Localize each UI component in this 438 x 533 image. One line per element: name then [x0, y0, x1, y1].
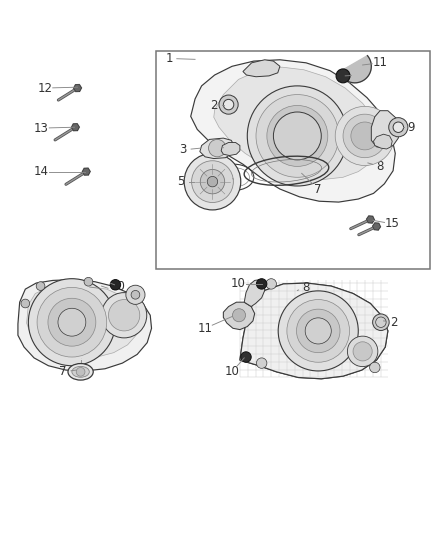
Polygon shape	[223, 302, 254, 329]
Polygon shape	[373, 223, 381, 230]
Circle shape	[256, 279, 267, 289]
Text: 14: 14	[34, 165, 49, 178]
Text: 2: 2	[390, 316, 398, 329]
Circle shape	[273, 112, 321, 160]
Circle shape	[370, 362, 380, 373]
Text: 15: 15	[385, 217, 399, 230]
Circle shape	[207, 176, 218, 187]
Circle shape	[241, 352, 251, 362]
Circle shape	[278, 116, 317, 156]
Circle shape	[37, 287, 107, 357]
Circle shape	[353, 342, 372, 361]
Circle shape	[200, 169, 225, 194]
Bar	[156, 51, 430, 269]
Circle shape	[256, 94, 339, 177]
Text: 9: 9	[408, 121, 415, 134]
Text: 8: 8	[78, 280, 85, 293]
Polygon shape	[374, 134, 392, 149]
Circle shape	[191, 161, 233, 203]
Circle shape	[48, 298, 96, 346]
Polygon shape	[240, 283, 388, 379]
Polygon shape	[71, 124, 79, 131]
Polygon shape	[74, 85, 81, 92]
Circle shape	[351, 122, 379, 150]
Text: 10: 10	[225, 365, 240, 378]
Polygon shape	[200, 138, 234, 158]
Text: 8: 8	[376, 160, 384, 173]
Polygon shape	[214, 67, 380, 180]
Circle shape	[377, 318, 385, 327]
Polygon shape	[339, 55, 371, 83]
Circle shape	[343, 114, 387, 158]
Circle shape	[347, 336, 378, 367]
Polygon shape	[240, 283, 388, 379]
Circle shape	[21, 299, 30, 308]
Circle shape	[76, 367, 85, 376]
Circle shape	[233, 309, 246, 322]
Circle shape	[223, 99, 234, 110]
Circle shape	[126, 285, 145, 304]
Circle shape	[278, 291, 358, 371]
Text: 5: 5	[177, 175, 184, 188]
Circle shape	[184, 154, 241, 210]
Circle shape	[102, 293, 147, 338]
Circle shape	[109, 300, 140, 331]
Circle shape	[297, 309, 340, 353]
Circle shape	[36, 282, 45, 290]
Polygon shape	[371, 111, 399, 148]
Circle shape	[110, 279, 120, 290]
Ellipse shape	[72, 366, 89, 377]
Circle shape	[247, 86, 347, 186]
Polygon shape	[82, 168, 90, 175]
Circle shape	[376, 317, 386, 327]
Circle shape	[266, 279, 276, 289]
Text: 7: 7	[60, 365, 67, 378]
Text: 11: 11	[198, 322, 212, 335]
Circle shape	[58, 308, 86, 336]
Circle shape	[256, 358, 267, 368]
Text: 10: 10	[231, 277, 246, 290]
Circle shape	[393, 122, 403, 133]
Text: 10: 10	[352, 69, 367, 82]
Polygon shape	[367, 216, 374, 223]
Circle shape	[84, 277, 93, 286]
Circle shape	[335, 107, 394, 166]
Text: 7: 7	[314, 182, 322, 196]
Text: 4: 4	[210, 140, 218, 154]
Polygon shape	[221, 142, 240, 156]
Circle shape	[389, 118, 408, 137]
Polygon shape	[27, 286, 140, 359]
Polygon shape	[243, 60, 280, 77]
Polygon shape	[244, 279, 265, 306]
Text: 8: 8	[302, 281, 310, 294]
Text: 6: 6	[233, 180, 241, 192]
Polygon shape	[191, 60, 395, 202]
Ellipse shape	[68, 364, 93, 380]
Text: 12: 12	[37, 82, 53, 94]
Circle shape	[208, 140, 226, 157]
Text: 13: 13	[34, 122, 49, 135]
Circle shape	[131, 290, 140, 299]
Text: 2: 2	[210, 99, 218, 112]
Circle shape	[336, 69, 350, 83]
Text: 1: 1	[165, 52, 173, 65]
Text: 3: 3	[180, 143, 187, 156]
Circle shape	[267, 106, 328, 166]
Text: 11: 11	[373, 56, 388, 69]
Circle shape	[373, 314, 389, 330]
Polygon shape	[18, 279, 152, 371]
Circle shape	[219, 95, 238, 114]
Circle shape	[287, 300, 350, 362]
Circle shape	[28, 279, 116, 366]
Circle shape	[305, 318, 331, 344]
Text: 10: 10	[110, 280, 125, 293]
